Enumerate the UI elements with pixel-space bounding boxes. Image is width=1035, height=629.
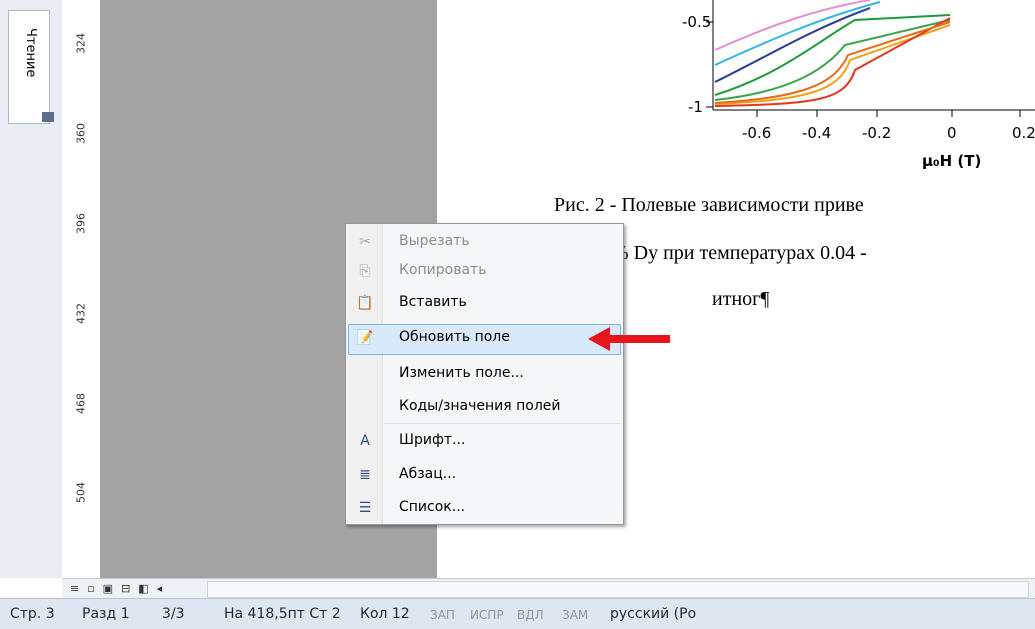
menu-icon: ✂ xyxy=(359,234,371,250)
ruler-mark: 396 xyxy=(74,213,88,234)
menu-item[interactable]: Вставить xyxy=(399,294,467,310)
status-item[interactable]: Кол 12 xyxy=(360,606,410,622)
menu-icon: 📋 xyxy=(356,295,374,311)
menu-icon: ☰ xyxy=(358,500,372,516)
menu-highlight[interactable] xyxy=(348,324,621,355)
text-line: итног¶ xyxy=(712,288,770,310)
figure xyxy=(706,0,1035,117)
menu-item[interactable]: Обновить поле xyxy=(399,329,510,345)
view-buttons[interactable]: ≡▫▣⊟◧◂ xyxy=(70,582,171,595)
text-line: % Dy при температурах 0.04 - xyxy=(612,242,867,264)
reading-tab-label[interactable]: Чтение xyxy=(23,28,38,78)
status-item[interactable]: Стр. 3 xyxy=(10,606,55,622)
menu-item[interactable]: Изменить поле... xyxy=(399,365,524,381)
reading-sidebar: Чтение xyxy=(0,0,63,578)
menu-icon: ≣ xyxy=(359,467,371,483)
icon-strip xyxy=(346,224,383,524)
menu-item[interactable]: Копировать xyxy=(399,262,487,278)
red-arrow xyxy=(588,327,670,351)
ruler-mark: 432 xyxy=(74,303,88,324)
reading-tab[interactable] xyxy=(8,10,50,124)
x-axis-label: μ₀H (T) xyxy=(922,152,982,170)
ruler-mark: 324 xyxy=(74,33,88,54)
menu-item[interactable]: Абзац... xyxy=(399,466,457,482)
context-menu: ✂ Вырезать ⎘ Копировать 📋 Вставить 📝 Обновить п… xyxy=(345,223,624,525)
ruler-mark: 360 xyxy=(74,123,88,144)
status-item[interactable]: На 418,5пт Ст 2 xyxy=(224,606,341,622)
status-item[interactable]: ИСПР xyxy=(470,608,504,622)
x-tick-label: 0.2 xyxy=(1012,124,1035,142)
status-item[interactable]: ЗАМ xyxy=(562,608,589,622)
ruler-mark: 468 xyxy=(74,393,88,414)
status-item[interactable]: 3/3 xyxy=(162,606,185,622)
caption-line: Рис. 2 - Полевые зависимости приве xyxy=(554,194,864,216)
vertical-ruler xyxy=(62,0,101,578)
x-tick-label: -0.2 xyxy=(862,124,892,142)
x-tick-label: -0.6 xyxy=(742,124,772,142)
y-tick-label: -0.5 xyxy=(682,13,712,31)
status-item[interactable]: русский (Ро xyxy=(610,606,697,622)
menu-item[interactable]: Шрифт... xyxy=(399,432,466,448)
menu-icon: 📝 xyxy=(356,330,374,346)
horizontal-scrollbar[interactable] xyxy=(207,581,1029,598)
x-tick-label: -0.4 xyxy=(802,124,832,142)
status-item[interactable]: Разд 1 xyxy=(82,606,130,622)
status-bar xyxy=(0,598,1035,629)
menu-separator xyxy=(384,423,620,424)
status-item[interactable]: ВДЛ xyxy=(517,608,544,622)
menu-icon: ⎘ xyxy=(359,263,371,279)
x-tick-label: 0 xyxy=(947,124,957,142)
status-item[interactable]: ЗАП xyxy=(430,608,455,622)
y-tick-label: -1 xyxy=(688,98,703,116)
menu-item[interactable]: Коды/значения полей xyxy=(399,398,561,414)
menu-item[interactable]: Список... xyxy=(399,499,466,515)
menu-icon: A xyxy=(360,433,370,449)
ruler-mark: 504 xyxy=(74,482,88,503)
view-bar: ≡▫▣⊟◧◂ xyxy=(62,578,1035,599)
collapse-button[interactable] xyxy=(42,112,54,122)
menu-item[interactable]: Вырезать xyxy=(399,233,470,249)
